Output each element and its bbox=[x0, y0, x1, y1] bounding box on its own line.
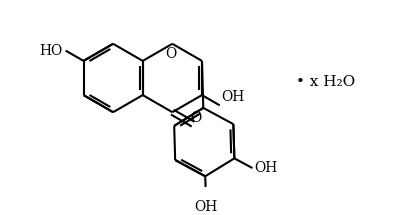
Text: HO: HO bbox=[40, 44, 63, 58]
Text: O: O bbox=[165, 47, 176, 61]
Text: O: O bbox=[190, 111, 202, 125]
Text: OH: OH bbox=[222, 90, 245, 104]
Text: OH: OH bbox=[194, 200, 218, 213]
Text: OH: OH bbox=[254, 161, 277, 175]
Text: • x H₂O: • x H₂O bbox=[296, 75, 355, 89]
